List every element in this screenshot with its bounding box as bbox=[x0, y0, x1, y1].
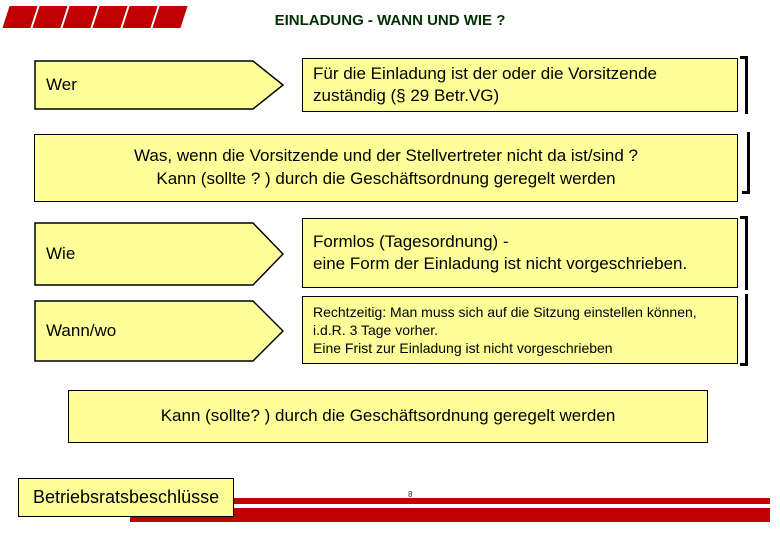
page-title: EINLADUNG - WANN UND WIE ? bbox=[0, 12, 780, 29]
arrow-wannwo: Wann/wo bbox=[34, 300, 284, 362]
arrow-wie: Wie bbox=[34, 222, 284, 286]
content-wie: Formlos (Tagesordnung) - eine Form der E… bbox=[302, 218, 738, 288]
content-wer: Für die Einladung ist der oder die Vorsi… bbox=[302, 58, 738, 112]
arrow-label: Wann/wo bbox=[46, 300, 116, 362]
bracket-decor bbox=[740, 56, 748, 114]
arrow-wer: Wer bbox=[34, 60, 284, 110]
arrow-label: Wer bbox=[46, 60, 77, 110]
arrow-label: Wie bbox=[46, 222, 75, 286]
wide-box-1: Was, wenn die Vorsitzende und der Stellv… bbox=[34, 134, 738, 202]
page-number: 8 bbox=[408, 490, 412, 499]
bracket-decor bbox=[740, 294, 748, 366]
bracket-decor bbox=[740, 216, 748, 290]
bracket-decor bbox=[742, 132, 750, 194]
wide-box-2: Kann (sollte? ) durch die Geschäftsordnu… bbox=[68, 390, 708, 443]
content-wannwo: Rechtzeitig: Man muss sich auf die Sitzu… bbox=[302, 296, 738, 364]
footer-box: Betriebsratsbeschlüsse bbox=[18, 478, 234, 517]
